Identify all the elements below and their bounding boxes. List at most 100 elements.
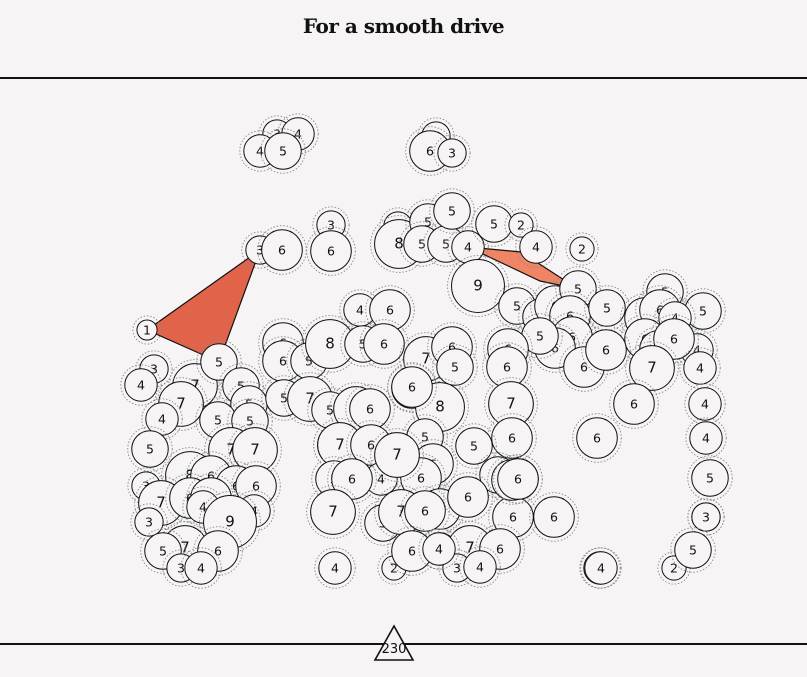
node-halo: [396, 453, 446, 503]
node-value: 6: [550, 510, 558, 525]
node-value: 6: [366, 402, 374, 417]
node-circle: [124, 368, 158, 402]
node-halo: [400, 486, 450, 536]
highlight-triangle: [145, 248, 262, 363]
node-circle: [374, 432, 420, 478]
node-halo: [679, 347, 721, 389]
node-halo: [327, 454, 377, 504]
node-value: 6: [593, 431, 601, 446]
node-circle: [331, 458, 373, 500]
node-circle: [184, 551, 218, 585]
node-circle: [689, 421, 723, 455]
node-value: 6: [630, 397, 638, 412]
node: 4: [684, 383, 726, 425]
node: 3: [687, 498, 725, 536]
node-halo: [370, 428, 424, 482]
node-value: 6: [408, 544, 416, 559]
node-halo: [429, 188, 475, 234]
node-value: 5: [448, 204, 456, 219]
node-halo: [306, 485, 360, 539]
node-circle: [629, 345, 675, 391]
node-halo: [199, 491, 261, 553]
node: 4: [120, 364, 162, 406]
node-halo: [443, 472, 493, 522]
node-halo: [227, 398, 273, 444]
node-halo: [529, 492, 579, 542]
chart-title: For a smooth drive: [302, 14, 505, 38]
node-circle: [674, 531, 712, 569]
node-value: 3: [448, 146, 456, 161]
node: 5: [451, 423, 497, 469]
node-circle: [584, 551, 618, 585]
node: 5: [196, 339, 242, 385]
node-halo: [432, 344, 478, 390]
node-value: 5: [214, 413, 222, 428]
node-halo: [687, 455, 733, 501]
node-halo: [609, 379, 659, 429]
node: 2: [504, 208, 538, 242]
node-halo: [451, 423, 497, 469]
node-halo: [459, 546, 501, 588]
node-halo: [447, 226, 489, 268]
node-value: 4: [199, 500, 207, 515]
node: 2: [565, 232, 599, 266]
node-layer: 3445363363638555545242915565655665646654…: [120, 113, 733, 589]
node-halo: [657, 551, 691, 585]
node-value: 3: [453, 561, 461, 576]
node-halo: [168, 359, 222, 413]
node-circle: [691, 502, 721, 532]
node-value: 6: [367, 438, 375, 453]
node-value: 6: [278, 243, 286, 258]
node-value: 4: [702, 431, 710, 446]
node-value: 6: [380, 337, 388, 352]
node-value: 5: [490, 217, 498, 232]
node-value: 9: [473, 277, 483, 295]
node-halo: [260, 128, 306, 174]
node-value: 6: [509, 510, 517, 525]
node-value: 7: [190, 377, 200, 395]
node-halo: [433, 134, 471, 172]
node-value: 1: [143, 323, 151, 338]
node-circle: [134, 507, 164, 537]
node-circle: [404, 490, 446, 532]
node-circle: [437, 138, 467, 168]
node-halo: [572, 413, 622, 463]
node-halo: [408, 439, 458, 489]
node-value: 5: [442, 237, 450, 252]
node: 5: [687, 455, 733, 501]
node-halo: [580, 547, 622, 589]
node: 4: [515, 226, 557, 268]
node-value: 4: [464, 240, 472, 255]
node: 4: [314, 547, 356, 589]
node-value: 5: [146, 442, 154, 457]
node-circle: [491, 417, 533, 459]
node-value: 4: [137, 378, 145, 393]
node-value: 4: [356, 303, 364, 318]
node-value: 6: [496, 542, 504, 557]
triangle-icon: [373, 624, 415, 661]
node-value: 5: [424, 215, 432, 230]
node: 6: [493, 454, 543, 504]
node-circle: [585, 329, 627, 371]
node-halo: [228, 423, 282, 477]
node-value: 5: [246, 414, 254, 429]
node-value: 7: [465, 539, 475, 557]
node-halo: [504, 208, 538, 242]
node-circle: [264, 132, 302, 170]
node-value: 4: [158, 412, 166, 427]
node-halo: [140, 528, 186, 574]
node-halo: [579, 547, 621, 589]
highlight-shapes: [145, 246, 579, 363]
node-value: 6: [348, 472, 356, 487]
node-halo: [135, 350, 173, 388]
node-value: 4: [377, 472, 385, 487]
node-value: 4: [696, 361, 704, 376]
node-value: 4: [331, 561, 339, 576]
node-value: 7: [328, 503, 338, 521]
node-value: 5: [159, 544, 167, 559]
node-circle: [463, 550, 497, 584]
node-value: 6: [503, 360, 511, 375]
node-circle: [136, 319, 158, 341]
node-halo: [483, 324, 533, 374]
node: 7: [228, 423, 282, 477]
